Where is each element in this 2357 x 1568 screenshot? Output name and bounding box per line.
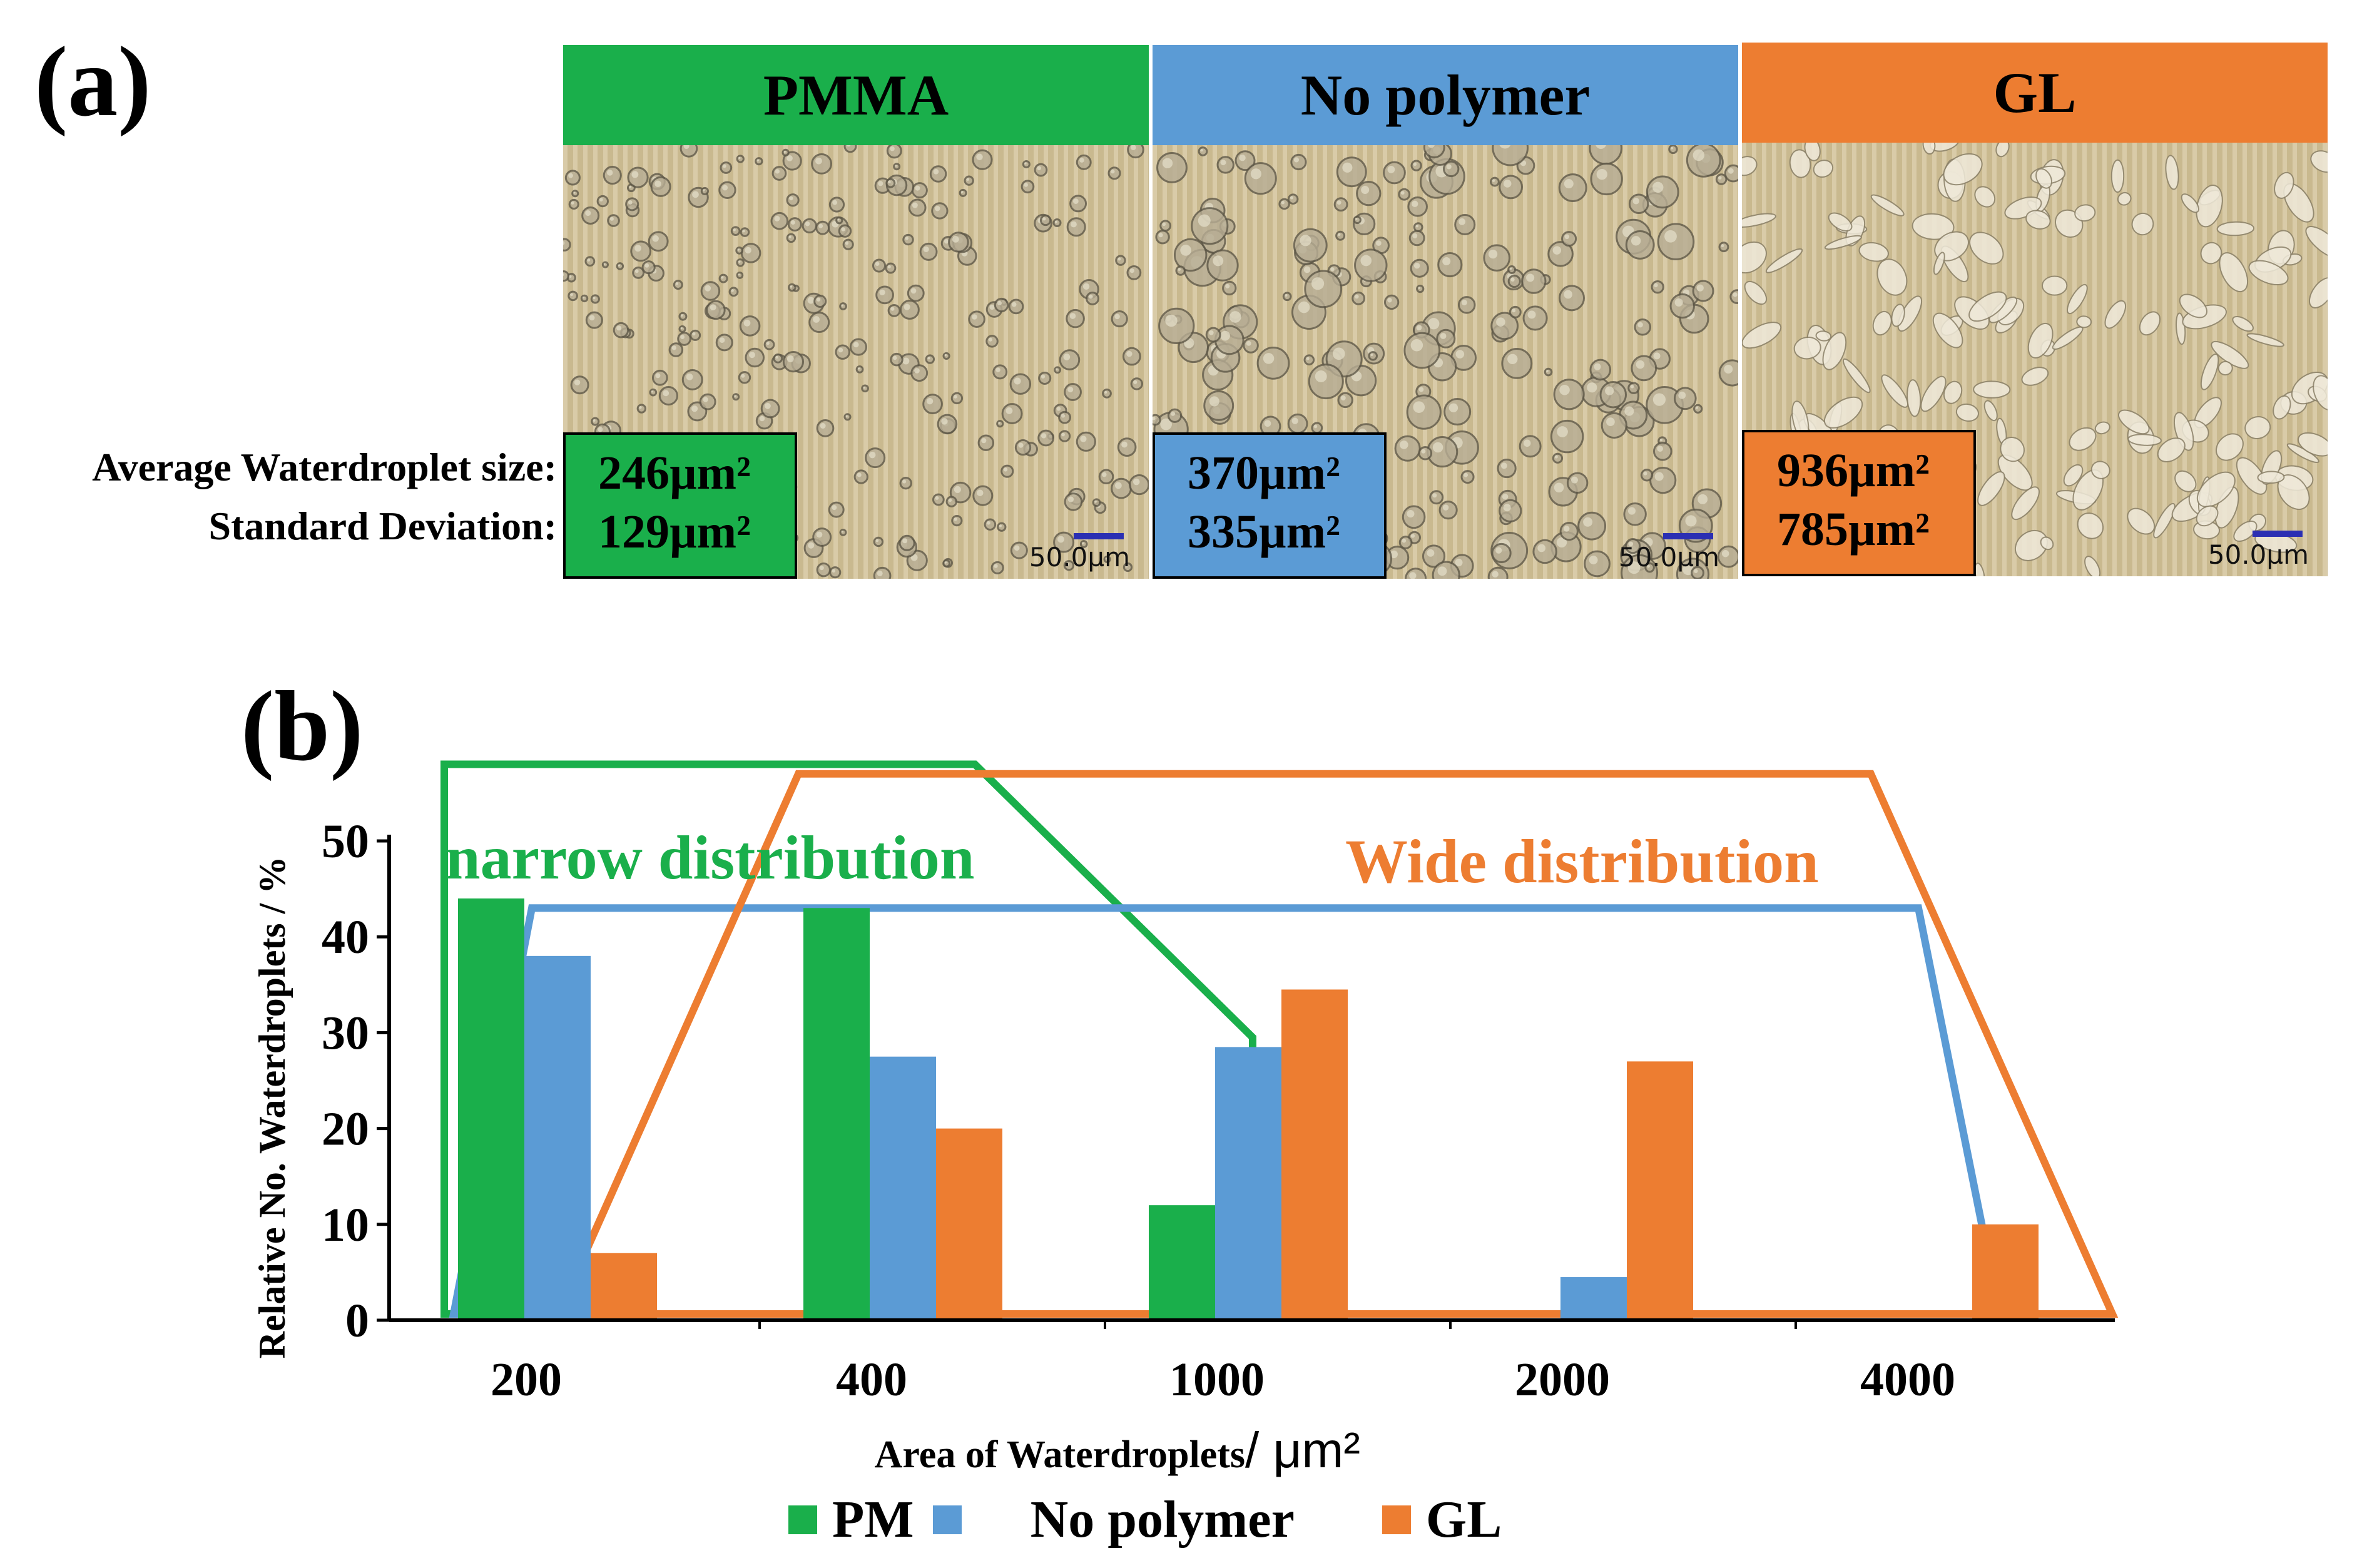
micrograph-texture [1742,143,2328,576]
x-axis-unit: / μm² [1245,1422,1360,1478]
x-tick-label-1000: 1000 [1169,1353,1265,1406]
gl-scale-text: 50.0µm [2207,539,2309,570]
gl-scalebar: 50.0µm [2208,531,2309,570]
bar-no-polymer-400 [870,1056,936,1320]
no-polymer-scalebar: 50.0µm [1619,533,1719,573]
y-tick-label-30: 30 [322,1007,369,1059]
gl-stat-box: 936µm² 785µm² [1742,430,1976,576]
bar-pm-1000 [1149,1205,1215,1320]
legend-swatch-no-polymer [932,1505,962,1534]
bar-gl-1000 [1281,989,1348,1320]
no-polymer-std: 335µm² [1188,506,1340,558]
y-tick-label-10: 10 [322,1199,369,1251]
x-tick-label-400: 400 [836,1353,907,1406]
x-tick-label-200: 200 [491,1353,562,1406]
bar-gl-200 [591,1253,657,1320]
stat-row-labels: Average Waterdroplet size: Standard Devi… [0,438,557,556]
bars [458,898,2039,1320]
gl-image-panel: GL 936µm² 785µm² 50.0µm [1742,43,2328,576]
gl-title: GL [1993,61,2077,125]
y-tick-label-40: 40 [322,911,369,964]
legend-label-gl: GL [1425,1490,1502,1549]
pmma-stat-box: 246µm² 129µm² [563,432,797,579]
pmma-std: 129µm² [598,506,751,558]
no-polymer-image-panel: No polymer 370µm² 335µm² 50.0µm [1153,45,1738,579]
gl-std: 785µm² [1777,503,1930,556]
x-axis-label: Area of Waterdroplets [875,1433,1245,1476]
no-polymer-stat-box: 370µm² 335µm² [1153,432,1387,579]
wide-distribution-annotation: Wide distribution [1345,827,1819,896]
bar-no-polymer-1000 [1215,1047,1281,1320]
pmma-title: PMMA [763,63,949,127]
axes: 0 10 20 30 40 50 200 400 1000 2000 4000 [322,815,2115,1406]
legend-label-no-polymer: No polymer [1030,1490,1295,1549]
micrograph-texture [563,145,1149,579]
pmma-scalebar: 50.0µm [1029,533,1130,573]
bar-gl-400 [936,1128,1002,1320]
y-axis-label: Relative No. Waterdroplets / % [252,857,293,1359]
no-polymer-average: 370µm² [1188,447,1340,499]
y-tick-label-50: 50 [322,815,369,868]
panel-b-label: (b) [241,670,364,781]
y-tick-label-20: 20 [322,1103,369,1156]
bar-pm-400 [803,908,870,1320]
x-tick-label-2000: 2000 [1515,1353,1610,1406]
gl-header: GL [1742,43,2328,143]
pmma-average: 246µm² [598,447,751,499]
x-tick-label-4000: 4000 [1860,1353,1955,1406]
no-polymer-micrograph: 370µm² 335µm² 50.0µm [1153,145,1738,579]
panel-a-label: (a) [34,26,151,137]
pmma-image-panel: PMMA 246µm² 129µm² 50.0µm [563,45,1149,579]
bar-no-polymer-2000 [1560,1277,1627,1320]
legend: PM No polymer GL [788,1489,1502,1550]
bar-gl-4000 [1972,1224,2039,1320]
bar-no-polymer-200 [524,955,591,1320]
no-polymer-scale-text: 50.0µm [1618,542,1719,573]
pmma-scale-text: 50.0µm [1029,542,1130,573]
pmma-header: PMMA [563,45,1149,145]
gl-micrograph: 936µm² 785µm² 50.0µm [1742,143,2328,576]
legend-swatch-gl [1382,1505,1411,1534]
pmma-micrograph: 246µm² 129µm² 50.0µm [563,145,1149,579]
bar-gl-2000 [1627,1061,1693,1320]
y-tick-label-0: 0 [345,1295,369,1347]
std-deviation-label: Standard Deviation: [208,504,557,548]
average-size-label: Average Waterdroplet size: [92,445,557,489]
legend-label-pm: PM [832,1490,914,1549]
narrow-distribution-annotation: narrow distribution [445,823,975,892]
legend-swatch-pm [788,1505,817,1534]
no-polymer-title: No polymer [1300,63,1591,127]
bar-pm-200 [458,898,524,1320]
no-polymer-header: No polymer [1153,45,1738,145]
gl-average: 936µm² [1777,444,1930,497]
